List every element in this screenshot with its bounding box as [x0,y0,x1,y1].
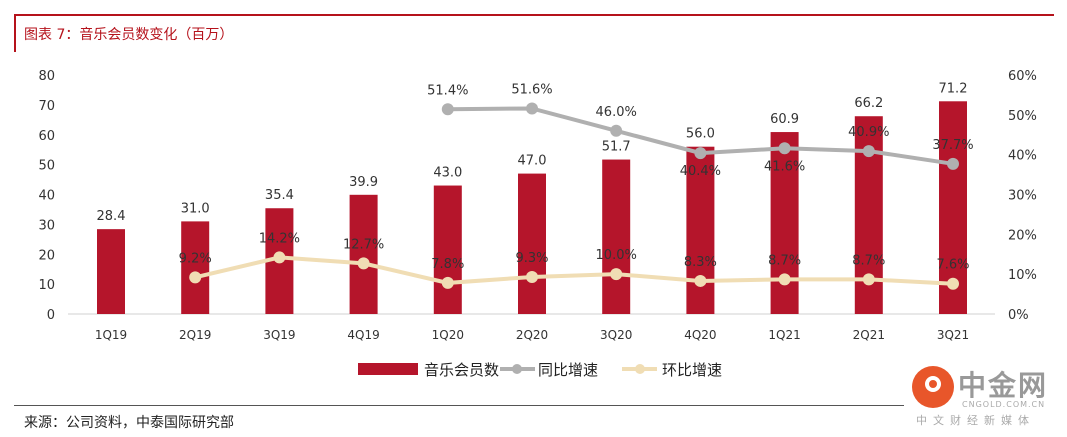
x-tick-label: 4Q19 [347,328,379,342]
chart-svg: 0 10 20 30 40 50 60 70 80 0% 10% 20% 30% 40% 50% 60% 1Q1… [38,69,1037,379]
y-left-tick-label: 10 [38,278,55,293]
series-value-label: 40.4% [680,164,721,179]
x-tick-label: 2Q21 [853,328,885,342]
series-value-label: 8.3% [684,255,717,270]
series-marker [526,270,538,283]
series-value-label: 9.3% [515,251,548,266]
y-left-tick-label: 0 [47,308,55,323]
series-value-label: 12.7% [343,237,384,252]
series-value-label: 8.7% [852,253,885,268]
series-marker [862,145,875,158]
bar-value-label: 71.2 [939,81,968,96]
series-value-label: 51.4% [427,83,468,98]
series-marker [610,124,623,137]
y-left-tick-label: 70 [38,99,55,114]
series-marker [778,142,791,155]
y-right-tick-label: 30% [1008,189,1037,204]
series-value-label: 7.6% [936,258,969,273]
bar-value-label: 51.7 [602,140,631,155]
series-marker [694,274,707,287]
series-value-label: 8.7% [768,253,801,268]
y-right-tick-label: 10% [1008,268,1037,283]
series-value-label: 7.8% [431,257,464,272]
bar [97,229,125,314]
watermark-url: CNGOLD.COM.CN [962,400,1046,409]
series-line [194,255,954,286]
source-note: 来源：公司资料，中泰国际研究部 [24,415,234,431]
watermark-logo: 中金网 CNGOLD.COM.CN 中文财经新媒体 [908,362,1058,432]
bar-value-label: 60.9 [770,112,799,127]
logo-icon [912,366,954,408]
y-right-tick-label: 20% [1008,228,1037,243]
series-marker [189,271,202,284]
x-tick-label: 3Q20 [600,328,632,342]
bar-value-label: 35.4 [265,188,294,203]
top-rule [14,14,1054,16]
legend-label: 环比增速 [662,361,722,379]
y-left-tick-label: 50 [38,159,55,174]
x-tick-label: 3Q19 [263,328,295,342]
watermark-name: 中金网 [958,369,1049,402]
legend-swatch-bar [358,363,418,375]
x-tick-label: 1Q19 [95,328,127,342]
series-value-label: 9.2% [179,251,212,266]
bar-value-label: 28.4 [97,209,126,224]
x-tick-label: 1Q21 [768,328,800,342]
series-marker [441,276,454,289]
y-left-tick-label: 80 [38,69,55,84]
x-tick-label: 2Q20 [516,328,548,342]
series-value-label: 41.6% [764,159,805,174]
bar [602,159,631,314]
y-left-tick-label: 60 [38,129,55,144]
legend-label: 音乐会员数 [424,361,499,379]
x-tick-label: 1Q20 [432,328,464,342]
y-right-tick-label: 0% [1008,308,1029,323]
series-marker [947,157,959,170]
bar-value-label: 39.9 [349,175,378,190]
legend-swatch-marker [512,364,522,374]
bottom-rule [14,405,904,406]
series-value-label: 10.0% [596,248,637,263]
series-marker [357,257,370,270]
series-marker [610,268,623,281]
series-value-label: 37.7% [932,138,973,153]
y-right-tick-label: 40% [1008,149,1037,164]
legend-label: 同比增速 [538,361,598,379]
bar [433,185,462,314]
series-value-label: 14.2% [259,231,300,246]
series-marker [273,251,286,264]
series-marker [526,102,538,115]
watermark-tagline: 中文财经新媒体 [916,414,1035,427]
bar-value-label: 43.0 [433,166,462,181]
bar-value-label: 66.2 [854,96,883,111]
x-tick-label: 3Q21 [937,328,969,342]
series-value-label: 51.6% [511,82,552,97]
series-marker [862,273,875,286]
y-left-tick-label: 20 [38,248,55,263]
y-right-tick-label: 60% [1008,69,1037,84]
series-marker [778,273,791,286]
y-left-tick-label: 30 [38,218,55,233]
bar-value-label: 56.0 [686,127,715,142]
bar [349,194,378,314]
series-value-label: 46.0% [596,105,637,120]
series-marker [441,103,454,116]
series-marker [694,147,707,160]
series-marker [947,277,959,290]
bar [518,173,546,314]
bar [181,221,210,314]
y-right-tick-label: 50% [1008,109,1037,124]
y-left-tick-label: 40 [38,189,55,204]
legend-swatch-marker [635,364,645,374]
series-value-label: 40.9% [848,125,889,140]
x-tick-label: 4Q20 [684,328,716,342]
figure-title: 图表 7：音乐会员数变化（百万） [24,27,234,43]
bar-value-label: 31.0 [181,201,210,216]
bar-value-label: 47.0 [518,154,547,169]
x-tick-label: 2Q19 [179,328,211,342]
title-accent [14,14,16,52]
